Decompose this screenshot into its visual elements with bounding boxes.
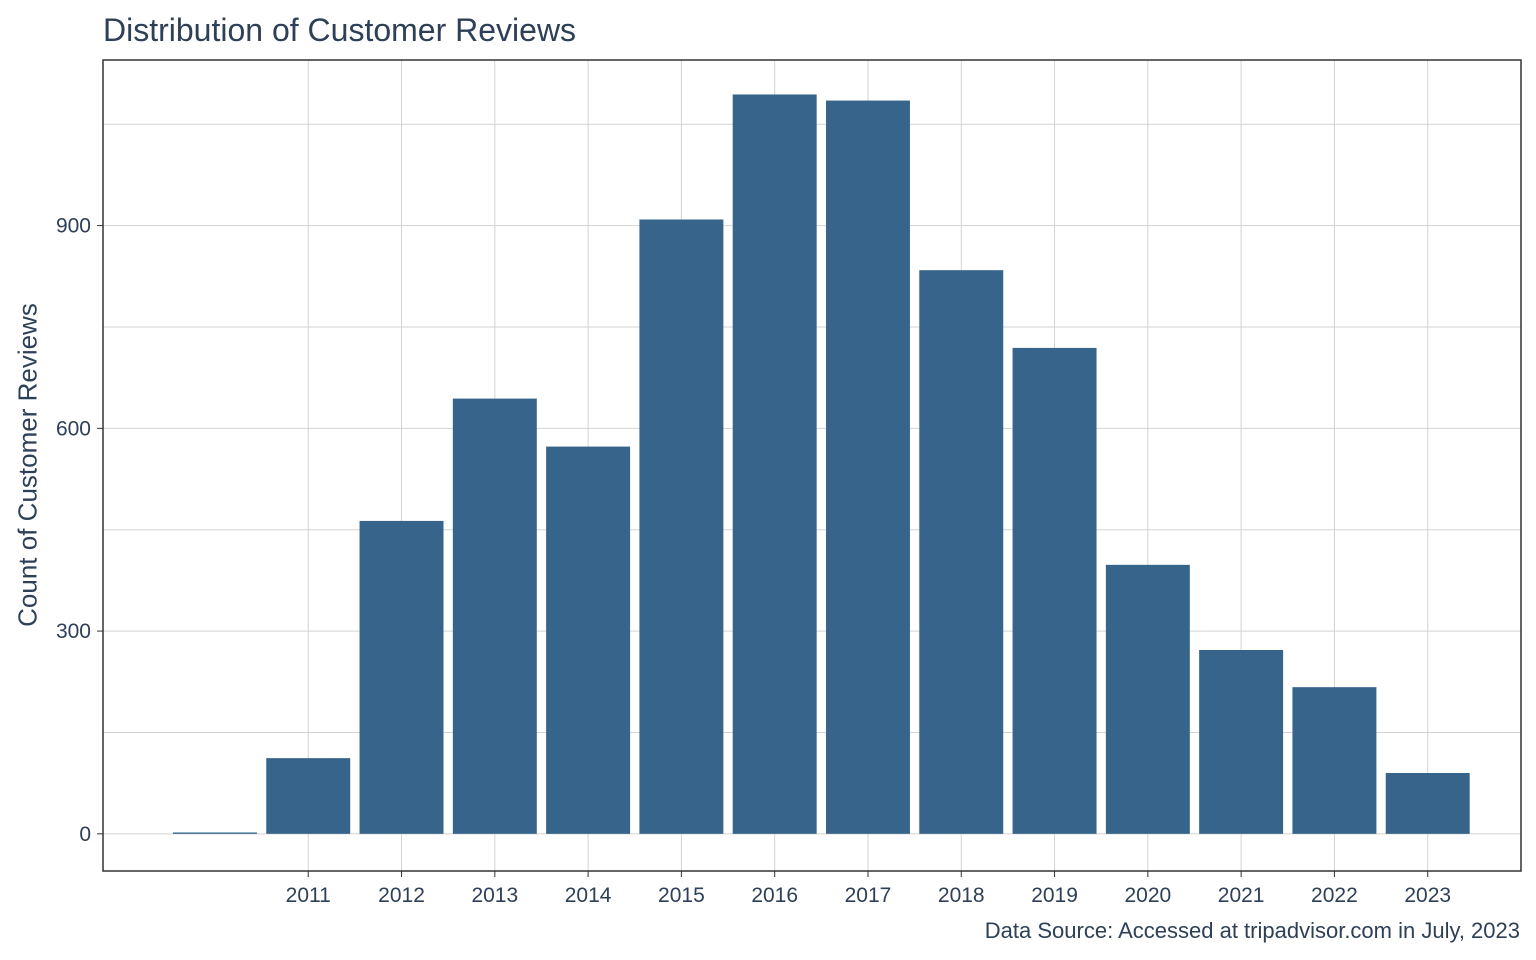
x-tick-label: 2020 [1124,884,1171,907]
x-tick-label: 2017 [845,884,892,907]
bar [639,219,724,834]
bars [172,94,1470,834]
bar [172,832,257,834]
bar [266,758,351,834]
bar [359,520,444,834]
y-tick-label: 600 [56,417,91,440]
chart-caption: Data Source: Accessed at tripadvisor.com… [984,918,1520,943]
x-tick-label: 2014 [565,884,612,907]
bar [919,270,1004,834]
x-tick-label: 2013 [471,884,518,907]
bar [1385,773,1470,834]
x-tick-label: 2016 [751,884,798,907]
x-tick-label: 2012 [378,884,425,907]
y-tick-label: 300 [56,620,91,643]
bar [546,446,631,834]
x-tick-label: 2018 [938,884,985,907]
chart-title: Distribution of Customer Reviews [103,12,577,48]
bar [1105,564,1190,834]
x-tick-label: 2011 [286,884,331,907]
bar [732,94,817,834]
x-tick-label: 2021 [1218,884,1265,907]
x-tick-label: 2023 [1404,884,1451,907]
bar [1199,650,1284,834]
bar [1012,347,1097,834]
bar [825,100,910,834]
y-axis-ticks: 0 300 600 900 [56,215,103,846]
x-axis-ticks: 2011 2012 2013 2014 2015 2016 2017 2018 2019 2020… [286,871,1451,907]
x-tick-label: 2022 [1311,884,1358,907]
x-tick-label: 2019 [1031,884,1078,907]
bar [452,398,537,834]
bar [1292,687,1377,834]
y-tick-label: 0 [79,823,91,846]
plot-panel-border [102,59,1522,872]
y-tick-label: 900 [56,215,91,238]
x-tick-label: 2015 [658,884,705,907]
